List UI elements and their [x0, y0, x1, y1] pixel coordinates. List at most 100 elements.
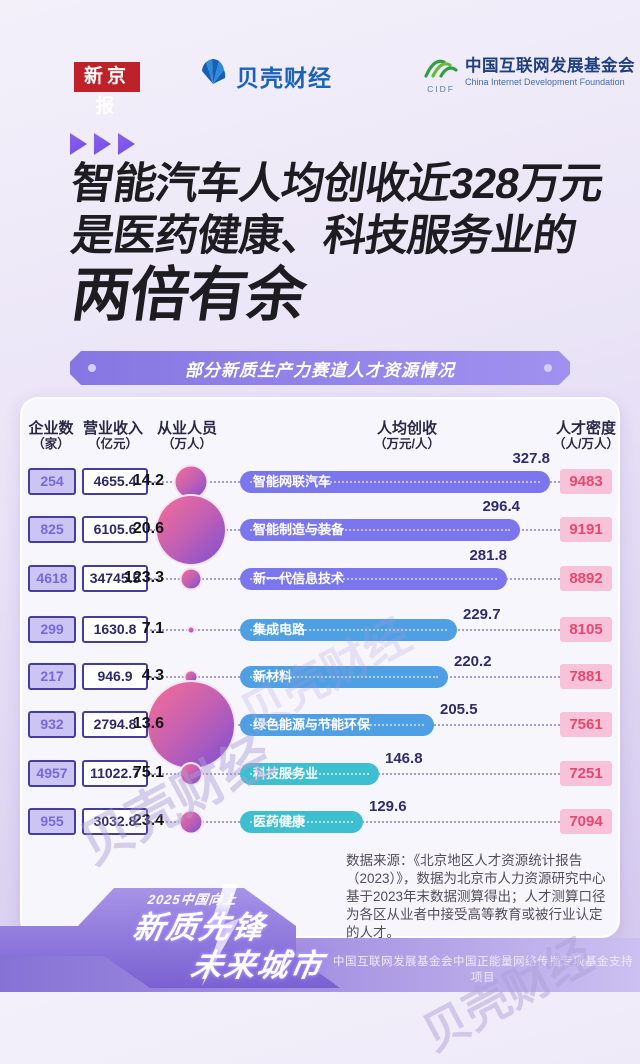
industry-row: 299 1630.8 7.1 集成电路 229.7 8105: [22, 606, 618, 654]
revenue-value-box: 6105.6: [82, 516, 148, 543]
industry-row: 955 3032.8 23.4 医药健康 129.6 7094: [22, 798, 618, 846]
industry-row: 932 2794.8 13.6 绿色能源与节能环保 205.5 7561: [22, 701, 618, 749]
triple-arrow-icon: [70, 133, 135, 155]
cidf-name-en: China Internet Development Foundation: [465, 77, 625, 87]
employees-value: 14.2: [132, 472, 164, 489]
talent-density-value: 8892: [560, 566, 612, 591]
employees-value: 23.4: [132, 812, 164, 829]
companies-value-box: 4618: [28, 565, 76, 592]
bar-dotted-line: [250, 724, 424, 726]
employees-bubble: [179, 762, 203, 786]
per-capita-revenue-bar: 智能制造与装备: [240, 519, 520, 541]
industry-label: 新材料: [253, 669, 293, 684]
companies-value-box: 955: [28, 808, 76, 835]
employees-value: 123.3: [123, 569, 164, 586]
employees-bubble: [146, 680, 236, 770]
per-capita-revenue-value: 229.7: [463, 606, 501, 623]
talent-density-value: 7561: [560, 712, 612, 737]
talent-density-value: 9483: [560, 469, 612, 494]
cidf-name-cn: 中国互联网发展基金会: [465, 57, 635, 75]
chart-panel: 企业数 （家） 营业收入 （亿元） 从业人员 （万人） 人均创收 （万元/人） 人才密度…: [20, 397, 620, 1061]
shell-icon: [197, 57, 229, 94]
per-capita-revenue-bar: 绿色能源与节能环保: [240, 714, 434, 736]
bar-dotted-line: [250, 578, 497, 580]
employee-bubbles-layer: [22, 399, 618, 936]
lightning-bolt-icon: [202, 884, 240, 986]
industry-label: 科技服务业: [253, 766, 319, 781]
column-header-per-capita: 人均创收 （万元/人）: [374, 420, 440, 451]
beike-caijing-logo: 贝壳财经: [197, 57, 332, 94]
revenue-value-box: 4655.4: [82, 468, 148, 495]
per-capita-revenue-bar: 新材料: [240, 666, 448, 688]
per-capita-revenue-value: 296.4: [482, 498, 520, 515]
employees-bubble: [178, 809, 204, 835]
title-line-3: 两倍有余: [68, 262, 310, 328]
companies-value-box: 254: [28, 468, 76, 495]
per-capita-revenue-value: 281.8: [469, 547, 507, 564]
industry-row: 254 4655.4 14.2 智能网联汽车 327.8 9483: [22, 450, 618, 506]
companies-value-box: 932: [28, 711, 76, 738]
industry-row: 4957 11022.7 75.1 科技服务业 146.8 7251: [22, 750, 618, 798]
bar-dotted-line: [250, 773, 369, 775]
talent-density-value: 7881: [560, 664, 612, 689]
bar-dotted-line: [250, 821, 353, 823]
employees-bubble: [186, 625, 196, 635]
talent-density-value: 7094: [560, 809, 612, 834]
column-header-companies: 企业数 （家）: [28, 420, 74, 451]
per-capita-revenue-value: 220.2: [454, 653, 492, 670]
industry-label: 新一代信息技术: [253, 571, 345, 586]
companies-value-box: 4957: [28, 760, 76, 787]
per-capita-revenue-bar: 集成电路: [240, 619, 457, 641]
talent-density-value: 9191: [560, 517, 612, 542]
companies-value-box: 299: [28, 616, 76, 643]
cidf-logo: CIDF 中国互联网发展基金会 China Internet Developme…: [424, 56, 635, 94]
per-capita-revenue-value: 129.6: [369, 798, 407, 815]
companies-value-box: 217: [28, 663, 76, 690]
source-note: 数据来源：《北京地区人才资源统计报告（2023）》，数据为北京市人力资源研究中心…: [346, 853, 606, 940]
revenue-value-box: 946.9: [82, 663, 148, 690]
title-line-2: 是医药健康、科技服务业的: [68, 212, 580, 260]
revenue-value-box: 2794.8: [82, 711, 148, 738]
banner-dot-left: [88, 364, 96, 372]
revenue-value-box: 34745.5: [82, 565, 148, 592]
revenue-value-box: 11022.7: [82, 760, 148, 787]
industry-row: 825 6105.6 20.6 智能制造与装备 296.4 9191: [22, 498, 618, 554]
bar-dotted-line: [250, 676, 438, 678]
industry-row: 217 946.9 4.3 新材料 220.2 7881: [22, 653, 618, 701]
employees-bubble: [155, 494, 227, 566]
per-capita-revenue-value: 146.8: [385, 750, 423, 767]
industry-label: 智能网联汽车: [253, 474, 332, 489]
revenue-value-box: 3032.8: [82, 808, 148, 835]
column-header-revenue: 营业收入 （亿元）: [82, 420, 144, 451]
industry-row: 4618 34745.5 123.3 新一代信息技术 281.8 8892: [22, 547, 618, 603]
employees-value: 20.6: [132, 520, 164, 537]
companies-value-box: 825: [28, 516, 76, 543]
employees-value: 75.1: [132, 764, 164, 781]
xinjingbao-logo: 新京报: [74, 62, 140, 117]
per-capita-revenue-bar: 医药健康: [240, 811, 363, 833]
cidf-abbr: CIDF: [427, 84, 455, 94]
beike-caijing-wordmark: 贝壳财经: [236, 64, 332, 91]
per-capita-revenue-value: 205.5: [440, 701, 478, 718]
industry-label: 绿色能源与节能环保: [253, 717, 371, 732]
employees-value: 4.3: [141, 667, 164, 684]
campaign-slogan-line2: 未来城市: [188, 948, 327, 983]
bar-dotted-line: [250, 481, 540, 483]
talent-density-value: 8105: [560, 617, 612, 642]
banner-dot-right: [544, 364, 552, 372]
page-title: 智能汽车人均创收近328万元 是医药健康、科技服务业的 两倍有余: [68, 158, 606, 328]
rows-layer: 254 4655.4 14.2 智能网联汽车 327.8 9483 825 61…: [22, 399, 618, 936]
industry-label: 医药健康: [253, 814, 306, 829]
per-capita-revenue-bar: 智能网联汽车: [240, 471, 550, 493]
per-capita-revenue-value: 327.8: [512, 450, 550, 467]
industry-label: 智能制造与装备: [253, 522, 345, 537]
bottom-banner-graphic: [0, 884, 640, 992]
per-capita-revenue-bar: 科技服务业: [240, 763, 379, 785]
cidf-arcs-icon: [424, 56, 458, 83]
talent-density-value: 7251: [560, 761, 612, 786]
employees-value: 13.6: [132, 715, 164, 732]
employees-value: 7.1: [141, 620, 164, 637]
revenue-value-box: 1630.8: [82, 616, 148, 643]
section-banner-text: 部分新质生产力赛道人才资源情况: [185, 360, 455, 380]
